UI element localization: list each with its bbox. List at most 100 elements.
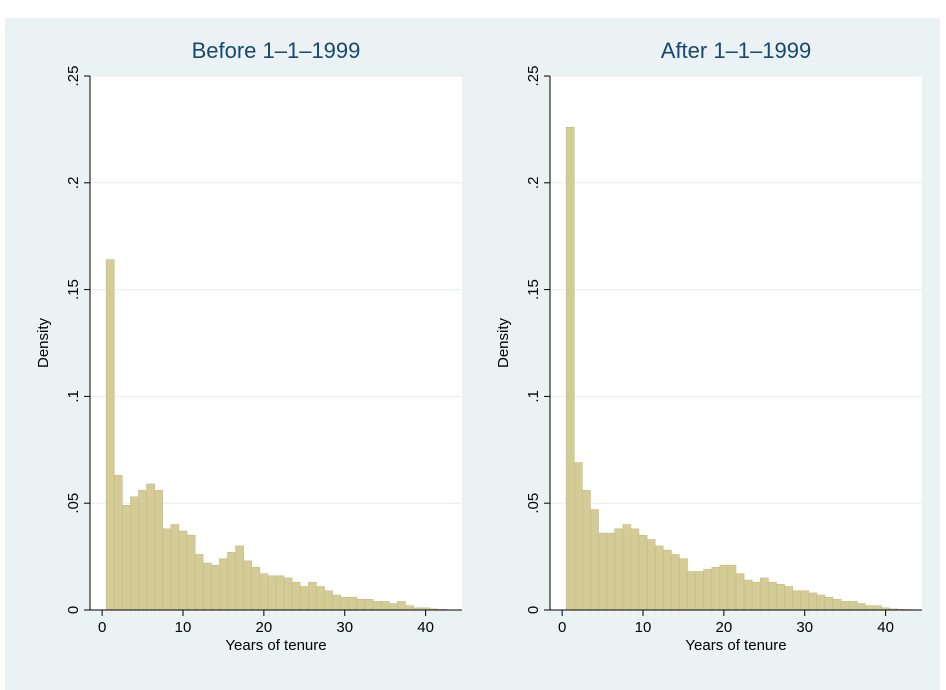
histogram-figure: 0 .05 .1 .15 .2 .25 0 10 20 30 40 Before 1–1–1999 Ye… (35, 38, 922, 654)
histogram-bar-before (397, 601, 406, 611)
y-tick-label-before: .05 (65, 493, 82, 514)
histogram-bar-before (364, 599, 374, 611)
y-tick-label-before: .2 (65, 177, 82, 190)
x-tick-label-before: 30 (336, 619, 353, 636)
histogram-bar-before (267, 575, 277, 611)
histogram-bar-after (719, 564, 729, 611)
histogram-bar-before (202, 562, 212, 611)
histogram-bar-before (154, 490, 164, 611)
histogram-bar-after (590, 509, 599, 611)
x-tick-label-after: 20 (716, 619, 733, 636)
histogram-bar-after (565, 126, 575, 611)
histogram-bar-before (275, 575, 285, 611)
histogram-bar-after (646, 539, 656, 611)
histogram-bar-after (840, 601, 850, 611)
histogram-bar-before (340, 596, 350, 611)
x-axis-label-after: Years of tenure (685, 637, 786, 654)
y-tick-label-before: .15 (65, 279, 82, 300)
x-tick-label-before: 10 (175, 619, 192, 636)
histogram-bar-after (638, 534, 648, 611)
histogram-bar-after (784, 586, 793, 611)
y-tick-label-after: 0 (525, 606, 542, 614)
histogram-bar-before (356, 599, 366, 611)
histogram-bar-before (162, 528, 172, 611)
histogram-bar-after (598, 532, 607, 611)
y-tick-label-before: .1 (65, 390, 82, 403)
chart-title-before: Before 1–1–1999 (192, 38, 361, 63)
histogram-bar-before (178, 530, 188, 611)
histogram-bar-before (113, 475, 123, 611)
histogram-bar-before (291, 581, 301, 611)
histogram-bar-before (122, 505, 131, 611)
histogram-bar-after (832, 599, 842, 611)
histogram-bar-after (614, 528, 624, 611)
histogram-bar-after (679, 558, 688, 611)
histogram-bar-before (211, 564, 220, 611)
histogram-bar-after (654, 545, 664, 611)
histogram-bar-before (380, 601, 390, 611)
histogram-bar-after (873, 605, 882, 611)
histogram-bar-before (105, 259, 115, 611)
y-tick-label-after: .1 (525, 390, 542, 403)
histogram-bar-before (283, 577, 293, 611)
histogram-bar-after (776, 584, 785, 611)
histogram-bar-after (606, 532, 615, 611)
histogram-bar-before (146, 483, 155, 611)
histogram-bar-before (170, 524, 180, 611)
histogram-bar-before (235, 545, 244, 611)
histogram-bar-after (857, 603, 866, 611)
y-axis-label-after: Density (495, 317, 512, 368)
x-tick-label-after: 10 (635, 619, 652, 636)
histogram-bar-before (324, 590, 333, 611)
histogram-bar-after (824, 596, 834, 611)
histogram-bar-after (662, 549, 672, 611)
histogram-bar-before (227, 552, 236, 611)
histogram-bar-before (372, 601, 382, 611)
y-tick-label-before: 0 (65, 606, 82, 614)
histogram-bar-after (630, 528, 640, 611)
histogram-bar-after (695, 571, 704, 611)
x-tick-label-after: 0 (558, 619, 566, 636)
y-axis-label-before: Density (35, 317, 52, 368)
x-axis-label-before: Years of tenure (225, 637, 326, 654)
histogram-bar-after (622, 524, 632, 611)
histogram-bar-after (768, 581, 777, 611)
histogram-bar-before (332, 594, 341, 611)
x-tick-label-after: 30 (796, 619, 813, 636)
histogram-bar-before (219, 558, 228, 611)
histogram-bar-after (792, 590, 801, 611)
histogram-bar-after (743, 579, 753, 611)
chart-title-after: After 1–1–1999 (661, 38, 811, 63)
histogram-bar-after (703, 569, 713, 611)
y-tick-label-after: .2 (525, 177, 542, 190)
histogram-bar-before (194, 554, 204, 611)
histogram-bar-after (865, 605, 874, 611)
histogram-bar-before (299, 586, 309, 611)
histogram-bar-after (727, 564, 737, 611)
histogram-bar-after (671, 554, 680, 611)
histogram-bar-before (259, 573, 269, 611)
y-tick-label-after: .15 (525, 279, 542, 300)
x-tick-label-before: 40 (417, 619, 434, 636)
histogram-bar-before (243, 560, 253, 611)
histogram-bar-before (405, 605, 414, 611)
y-tick-label-after: .05 (525, 493, 542, 514)
y-tick-label-after: .25 (525, 66, 542, 87)
histogram-bar-before (388, 603, 398, 611)
histogram-bar-after (582, 490, 591, 611)
histogram-bar-after (848, 601, 858, 611)
histogram-bar-after (711, 566, 721, 611)
figure: 0 .05 .1 .15 .2 .25 0 10 20 30 40 Before 1–1–1999 Ye… (5, 18, 940, 690)
histogram-bar-before (186, 534, 196, 611)
histogram-bar-after (759, 577, 769, 611)
histogram-bar-before (130, 496, 139, 611)
histogram-bar-after (808, 592, 818, 611)
histogram-bar-after (573, 462, 583, 611)
panel-after: 0 .05 .1 .15 .2 .25 0 10 20 30 40 After 1–1–1999 Yea… (495, 38, 922, 654)
histogram-bar-before (251, 566, 261, 611)
x-tick-label-before: 0 (98, 619, 106, 636)
histogram-bar-after (816, 594, 826, 611)
y-tick-label-before: .25 (65, 66, 82, 87)
panel-before: 0 .05 .1 .15 .2 .25 0 10 20 30 40 Before 1–1–1999 Ye… (35, 38, 462, 654)
histogram-bar-after (800, 590, 810, 611)
